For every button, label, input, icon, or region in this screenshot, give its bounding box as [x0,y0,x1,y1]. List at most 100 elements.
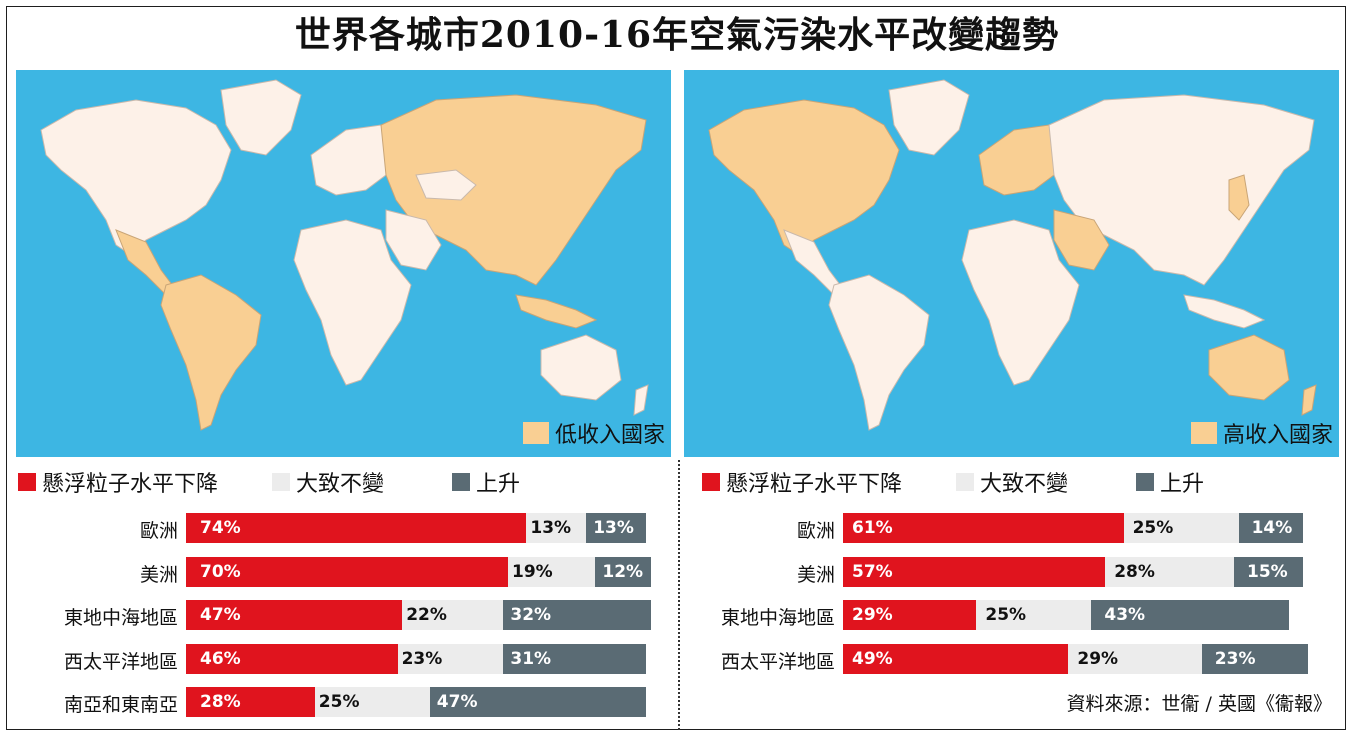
world-map-high-income [708,79,1317,431]
bar-segment-stable [526,513,587,543]
bar-value-label: 12% [602,562,644,582]
bar-segment-rise [1201,644,1308,674]
series-legend-right: 懸浮粒子水平下降 大致不變 上升 [702,466,1228,498]
region-label: 美洲 [139,564,178,586]
japan-korea [1228,174,1250,221]
bar-value-label: 28% [1114,562,1155,582]
bar-value-label: 49% [852,649,893,669]
south-america [828,274,930,431]
bar-value-label: 61% [852,518,893,538]
region-label: 歐洲 [139,520,178,542]
new-zealand [1301,384,1317,416]
kazakhstan [415,169,477,201]
legend-stable-swatch [956,473,975,491]
se-asia [1183,294,1266,329]
bar-value-label: 15% [1247,562,1288,582]
world-map-low-income [40,79,649,431]
bar-segment-decline [843,644,1069,674]
bar-segment-decline [843,513,1124,543]
bar-value-label: 25% [318,692,360,712]
bar-segment-decline [843,600,977,630]
australia [1208,334,1290,401]
bar-value-label: 13% [530,518,572,538]
africa [961,219,1080,386]
map-low-income: 低收入國家 [16,70,671,457]
bar-value-label: 57% [852,562,893,582]
bar-segment-decline [186,600,403,630]
legend-decline-label: 懸浮粒子水平下降 [726,472,903,497]
legend-rise-label: 上升 [476,472,521,497]
bar-segment-stable [397,644,504,674]
bar-value-label: 29% [852,605,893,625]
map-legend-low-income: 低收入國家 [522,417,665,449]
bar-value-label: 32% [510,605,552,625]
middle-east [385,209,442,271]
north-america [40,99,232,256]
bar-segment-stable [976,600,1092,630]
legend-stable: 大致不變 [272,466,384,498]
legend-stable-swatch [272,473,291,491]
south-america [160,274,262,431]
greenland [888,79,970,156]
bar-segment-decline [843,557,1106,587]
bar-segment-stable [1105,557,1234,587]
australia [540,334,622,401]
bar-value-label: 25% [985,605,1027,625]
series-legend-left: 懸浮粒子水平下降 大致不變 上升 [18,466,544,498]
legend-decline: 懸浮粒子水平下降 [702,466,902,498]
bar-segment-stable [1068,644,1202,674]
region-label: 西太平洋地區 [63,651,178,673]
legend-stable: 大致不變 [956,466,1068,498]
map-legend-high-income: 高收入國家 [1190,417,1333,449]
bar-value-label: 23% [1214,649,1256,669]
region-label: 西太平洋地區 [720,651,835,673]
bar-value-label: 25% [1132,518,1174,538]
bar-segment-stable [1123,513,1239,543]
bar-value-label: 46% [200,649,241,669]
north-america [708,99,900,256]
bar-segment-rise [1234,557,1303,587]
bar-value-label: 14% [1251,518,1293,538]
legend-decline-swatch [18,473,36,491]
bar-value-label: 23% [401,649,443,669]
bar-segment-stable [508,557,596,587]
bar-segment-rise [586,513,646,543]
bar-value-label: 70% [200,562,241,582]
legend-decline-label: 懸浮粒子水平下降 [42,472,219,497]
bar-segment-decline [186,513,527,543]
legend-rise: 上升 [452,466,520,498]
source-note: 資料來源：世衞 / 英國《衞報》 [1066,693,1332,715]
legend-swatch-low-income [522,422,549,444]
legend-rise-label: 上升 [1160,472,1205,497]
bar-value-label: 74% [200,518,241,538]
panel-divider [678,460,680,730]
legend-rise-swatch [1136,473,1155,491]
region-label: 美洲 [796,564,835,586]
legend-decline-swatch [702,473,720,491]
legend-decline: 懸浮粒子水平下降 [18,466,218,498]
africa [293,219,412,386]
legend-rise-swatch [452,473,471,491]
legend-rise: 上升 [1136,466,1204,498]
middle-east [1053,209,1110,271]
bar-value-label: 47% [200,605,241,625]
bar-value-label: 47% [436,692,478,712]
bar-value-label: 31% [510,649,552,669]
region-label: 歐洲 [796,520,835,542]
legend-label-high-income: 高收入國家 [1222,423,1333,448]
bar-segment-stable [402,600,504,630]
greenland [220,79,302,156]
bar-value-label: 43% [1104,605,1146,625]
bar-value-label: 19% [512,562,553,582]
bar-segment-stable [314,687,430,717]
legend-stable-label: 大致不變 [296,472,385,497]
bar-segment-rise [1238,513,1303,543]
bar-segment-rise [503,600,651,630]
bar-segment-rise [429,687,646,717]
region-label: 東地中海地區 [63,607,178,629]
bar-segment-decline [186,557,508,587]
legend-stable-label: 大致不變 [980,472,1069,497]
bar-segment-decline [186,644,398,674]
region-label: 東地中海地區 [720,607,835,629]
legend-swatch-high-income [1190,422,1217,444]
